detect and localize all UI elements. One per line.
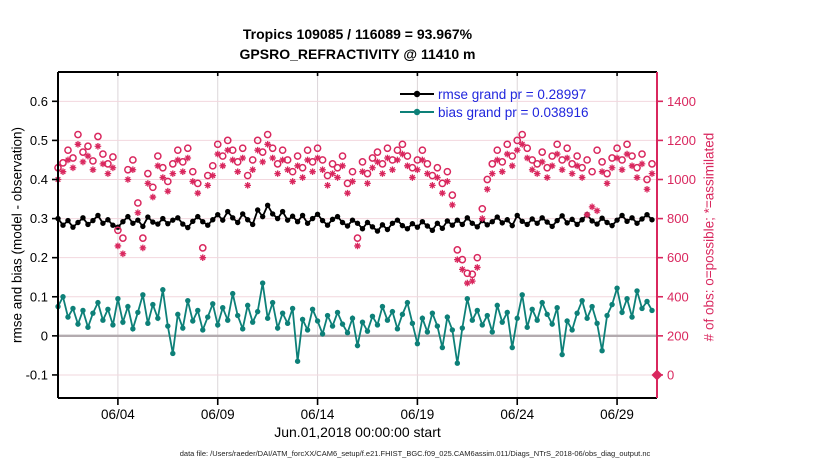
svg-text:0.6: 0.6 [30,94,48,109]
svg-text:-0.1: -0.1 [26,367,48,382]
svg-text:1200: 1200 [667,133,696,148]
right-axis-label: # of obs: o=possible; *=assimilated [701,132,717,342]
svg-text:0: 0 [41,328,48,343]
chart-subtitle: GPSRO_REFRACTIVITY @ 11410 m [239,46,476,63]
data-file-footnote: data file: /Users/raeder/DAI/ATM_forcXX/… [179,449,651,458]
chart-title: Tropics 109085 / 116089 = 93.967% [242,26,473,42]
svg-text:06/29: 06/29 [600,407,634,422]
left-axis-label: rmse and bias (model - observation) [9,126,25,344]
svg-text:0.5: 0.5 [30,133,48,148]
svg-text:06/19: 06/19 [401,407,435,422]
svg-text:06/09: 06/09 [201,407,235,422]
svg-text:400: 400 [667,289,689,304]
chart-title-block: Tropics 109085 / 116089 = 93.967% GPSRO_… [58,24,657,65]
svg-text:06/14: 06/14 [301,407,335,422]
legend-label-bias: bias grand pr = 0.038916 [438,104,589,120]
legend-row-bias: bias grand pr = 0.038916 [399,103,589,121]
svg-text:1000: 1000 [667,172,696,187]
svg-text:06/04: 06/04 [101,407,135,422]
svg-text:0.4: 0.4 [30,172,48,187]
legend: rmse grand pr = 0.28997 bias grand pr = … [399,85,589,121]
svg-text:0: 0 [667,367,674,382]
legend-label-rmse: rmse grand pr = 0.28997 [438,86,587,102]
svg-text:1400: 1400 [667,94,696,109]
svg-text:200: 200 [667,328,689,343]
legend-line-marker-bias [400,108,434,116]
x-axis-label: Jun.01,2018 00:00:00 start [274,424,441,440]
svg-text:06/24: 06/24 [500,407,534,422]
svg-text:600: 600 [667,250,689,265]
legend-line-marker-rmse [400,90,434,98]
legend-row-rmse: rmse grand pr = 0.28997 [399,85,589,103]
svg-text:0.1: 0.1 [30,289,48,304]
svg-text:0.2: 0.2 [30,250,48,265]
svg-text:800: 800 [667,211,689,226]
svg-text:0.3: 0.3 [30,211,48,226]
